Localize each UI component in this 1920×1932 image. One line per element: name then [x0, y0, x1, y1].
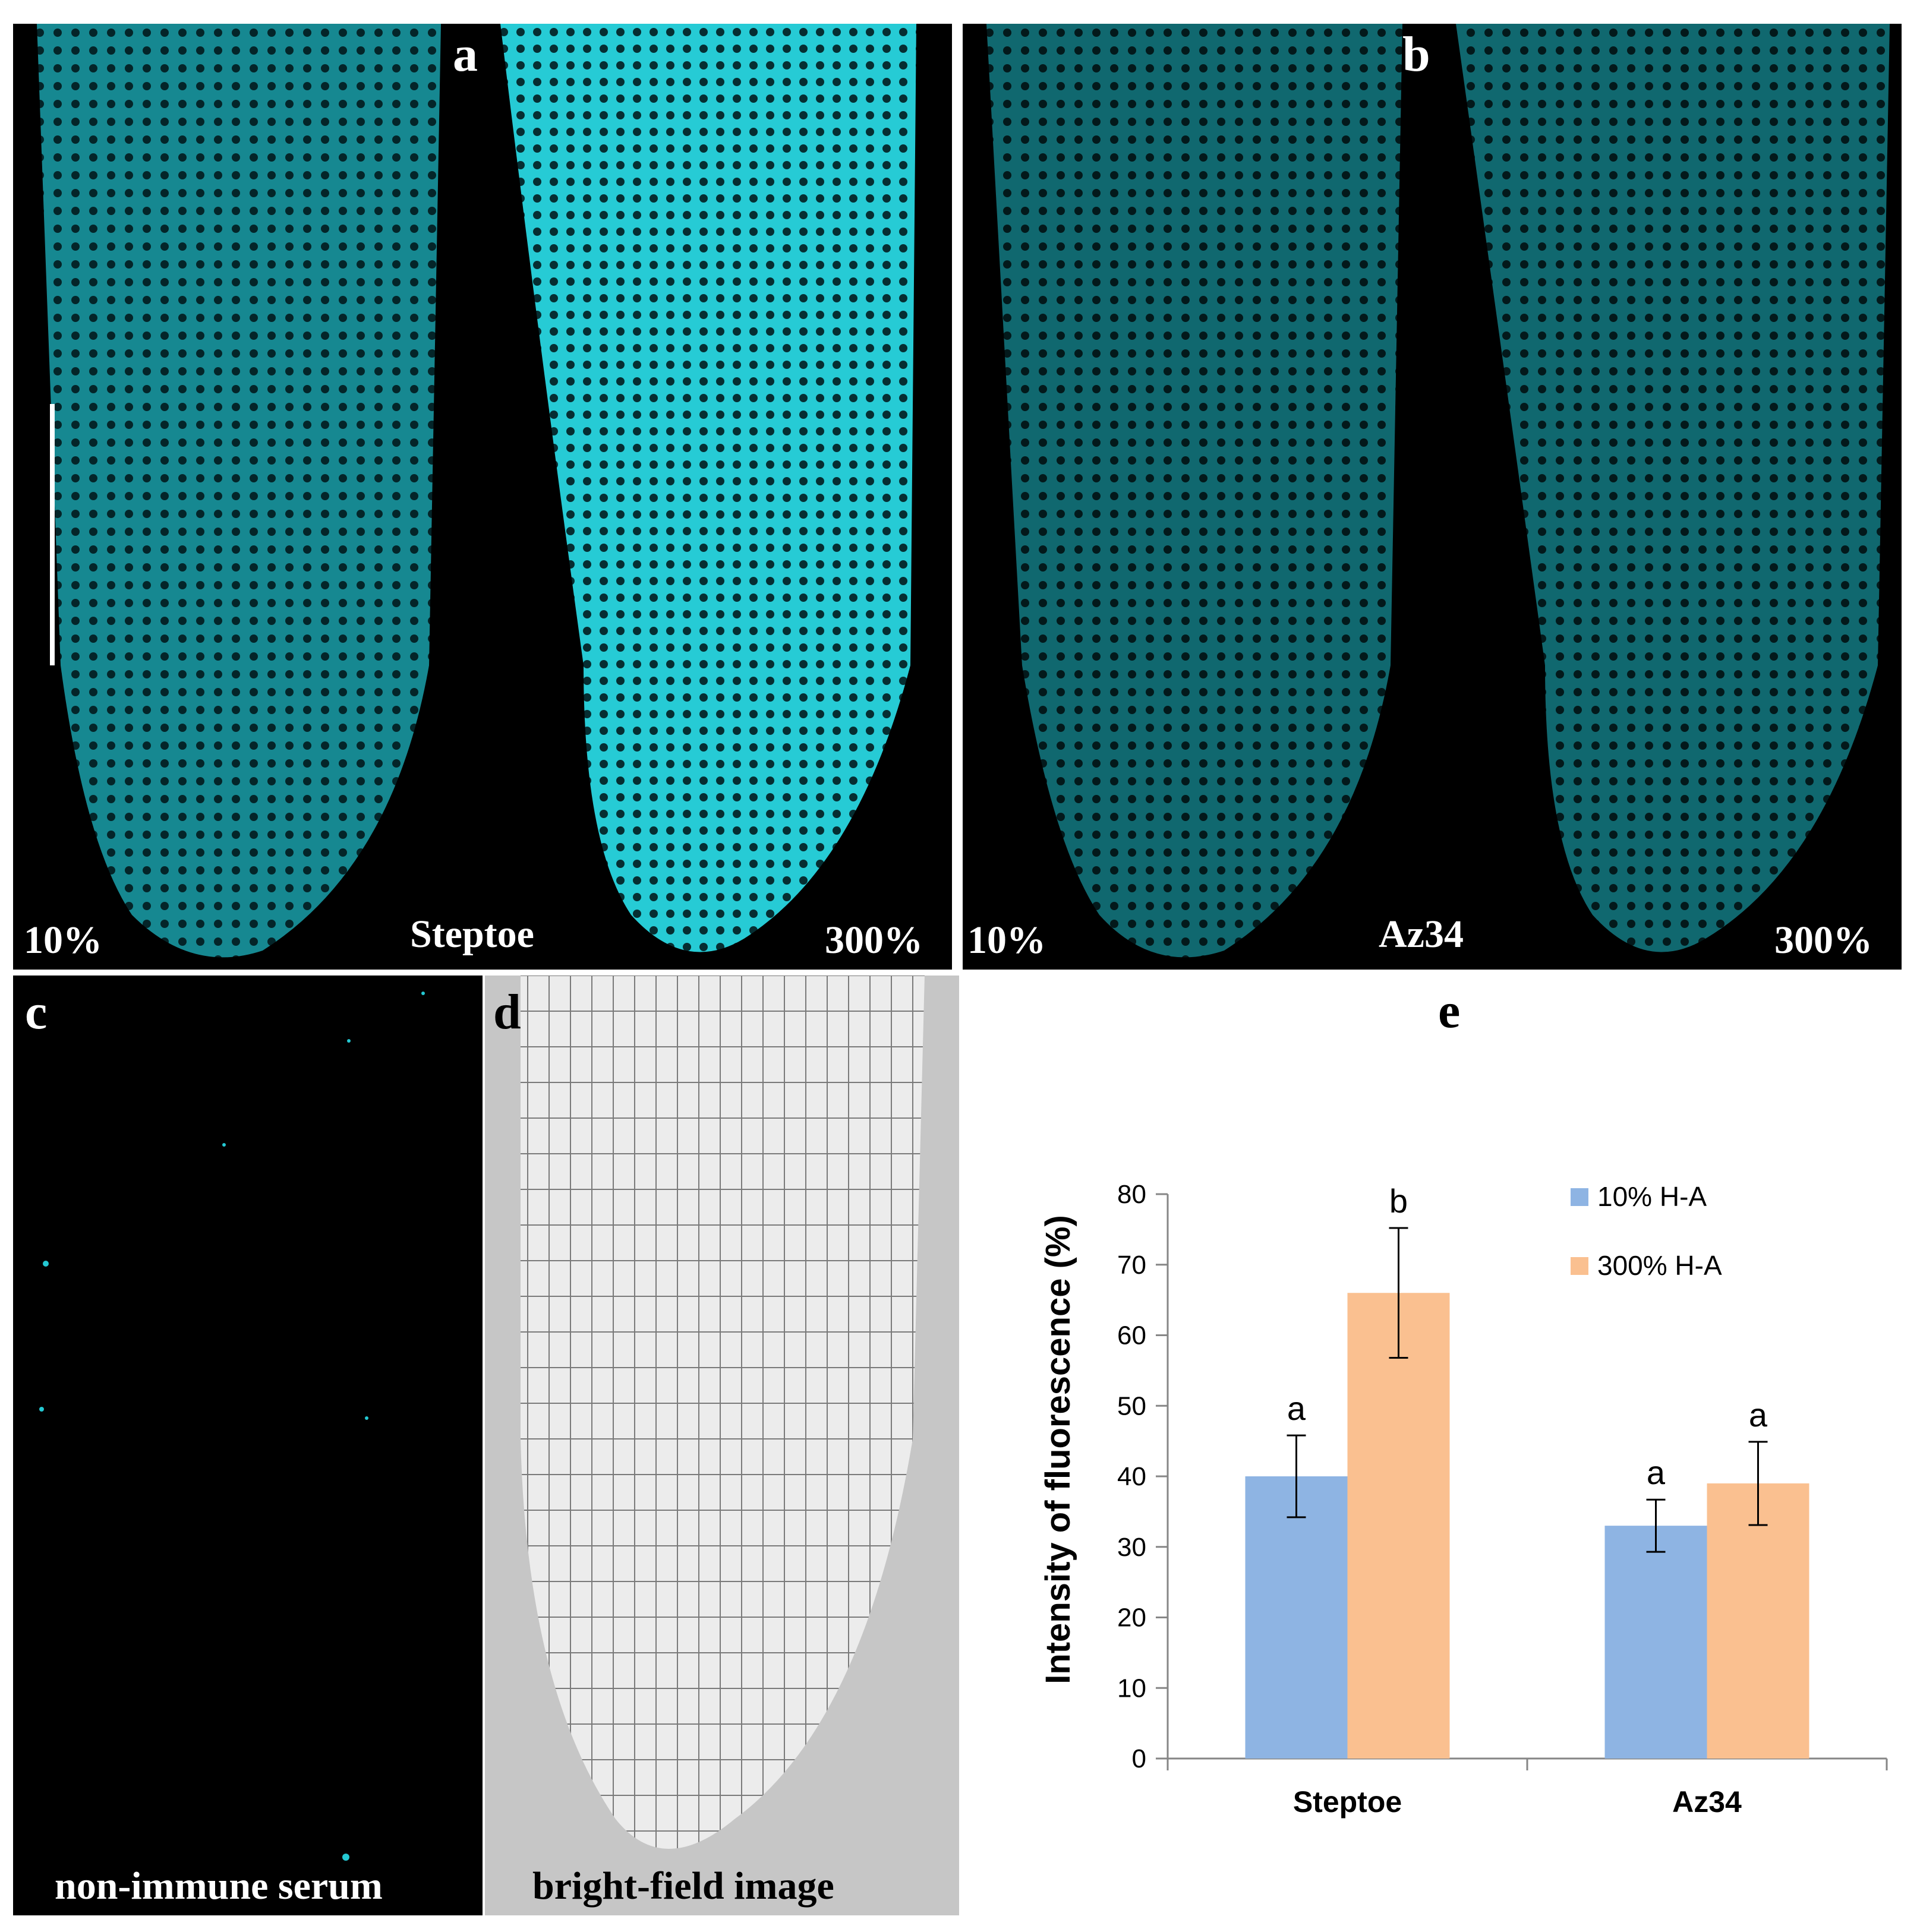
- panel-letter-a: a: [453, 27, 478, 82]
- panel-d-bright-field: d bright-field image: [485, 976, 959, 1915]
- panel-letter-d: d: [493, 984, 521, 1040]
- significance-letter: a: [1749, 1396, 1768, 1434]
- label-10-percent: 10%: [24, 918, 102, 962]
- scale-bar: [50, 404, 55, 665]
- panel-letter-e: e: [1438, 983, 1461, 1038]
- panel-letter-b: b: [1402, 27, 1430, 82]
- bar-0-1: [1604, 1526, 1707, 1759]
- panel-c-non-immune-serum: c non-immune serum: [13, 976, 483, 1915]
- panel-a-steptoe-micrograph: a 10% Steptoe 300%: [13, 24, 952, 970]
- significance-letter: a: [1647, 1454, 1666, 1491]
- x-category-label: Steptoe: [1293, 1785, 1402, 1819]
- x-category-label: Az34: [1672, 1785, 1742, 1819]
- root-tip-fluorescence-image: [37, 24, 916, 958]
- significance-letter: b: [1389, 1182, 1408, 1220]
- chart-legend: 10% H-A 300% H-A: [1571, 1181, 1722, 1281]
- legend-label: 300% H-A: [1597, 1250, 1722, 1281]
- panel-b-az34-micrograph: b 10% Az34 300%: [963, 24, 1902, 970]
- bar-0-0: [1245, 1476, 1348, 1759]
- caption-bright-field-image: bright-field image: [532, 1864, 834, 1908]
- y-tick-label: 80: [1117, 1180, 1146, 1209]
- y-tick-label: 30: [1117, 1533, 1146, 1562]
- legend-swatch: [1571, 1257, 1588, 1275]
- label-cultivar-az34: Az34: [1379, 913, 1464, 956]
- y-tick-label: 40: [1117, 1462, 1146, 1491]
- y-tick-label: 70: [1117, 1251, 1146, 1280]
- fluorescence-intensity-bar-chart: 0 10 20 30 40 50 60 70 80 Steptoe Az34 a b a a 10% H-…: [1039, 1180, 1888, 1819]
- control-fluorescence-image: [39, 992, 425, 1861]
- significance-letter: a: [1287, 1390, 1306, 1427]
- chart-axes: 0 10 20 30 40 50 60 70 80 Steptoe Az34: [1117, 1180, 1888, 1819]
- y-tick-label: 20: [1117, 1603, 1146, 1633]
- label-10-percent: 10%: [967, 918, 1046, 962]
- y-tick-label: 60: [1117, 1321, 1146, 1350]
- legend-label: 10% H-A: [1597, 1181, 1707, 1212]
- bar-1-1: [1707, 1483, 1809, 1759]
- bright-field-root-image: [521, 976, 925, 1849]
- label-300-percent: 300%: [825, 918, 923, 962]
- y-tick-label: 50: [1117, 1391, 1146, 1420]
- legend-swatch: [1571, 1188, 1588, 1206]
- bar-1-0: [1347, 1293, 1450, 1759]
- y-tick-label: 10: [1117, 1674, 1146, 1703]
- chart-bars: a b a a: [1245, 1182, 1809, 1759]
- root-tip-fluorescence-image: [986, 24, 1890, 958]
- label-300-percent: 300%: [1774, 918, 1872, 962]
- y-tick-label: 0: [1132, 1744, 1146, 1773]
- label-cultivar-steptoe: Steptoe: [410, 913, 534, 956]
- caption-non-immune-serum: non-immune serum: [55, 1864, 383, 1908]
- y-axis-label: Intensity of fluorescence (%): [1039, 1215, 1077, 1684]
- panel-letter-c: c: [25, 984, 48, 1040]
